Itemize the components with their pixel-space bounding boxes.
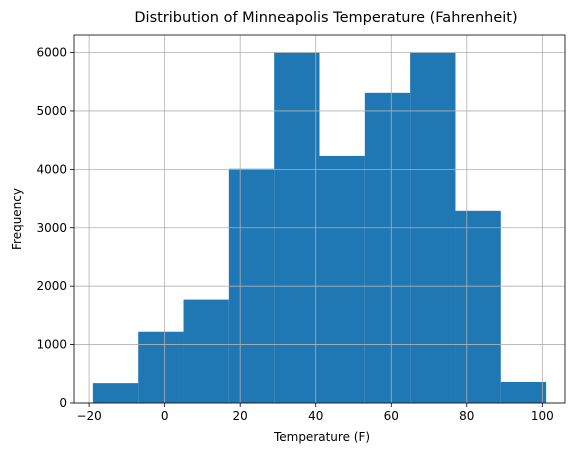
histogram-bar-9 — [500, 381, 547, 403]
plot-frame — [73, 34, 566, 404]
y-tick-label: 0 — [59, 396, 67, 410]
histogram-bar-2 — [183, 299, 229, 403]
y-tick-label: 1000 — [36, 338, 67, 352]
x-axis-label: Temperature (F) — [273, 430, 370, 444]
y-tick-label: 4000 — [36, 162, 67, 176]
histogram-bar-8 — [455, 210, 501, 403]
x-tick-label: 100 — [531, 409, 554, 423]
axes-frame — [73, 34, 566, 404]
x-tick-label: −20 — [76, 409, 101, 423]
x-tick-label: 40 — [308, 409, 323, 423]
x-tick-label: 20 — [233, 409, 248, 423]
y-tick-label: 6000 — [36, 46, 67, 60]
histogram-bar-0 — [92, 383, 139, 403]
y-tick-label: 3000 — [36, 221, 67, 235]
x-axis-ticks: −20 0 20 40 60 80 100 — [76, 403, 554, 423]
y-axis-ticks: 0 1000 2000 3000 4000 5000 6000 — [36, 46, 74, 410]
y-tick-label: 5000 — [36, 104, 67, 118]
y-tick-label: 2000 — [36, 279, 67, 293]
histogram-bar-6 — [364, 92, 411, 403]
histogram-bar-1 — [138, 331, 184, 403]
histogram-bar-5 — [319, 155, 365, 403]
chart-title: Distribution of Minneapolis Temperature … — [134, 10, 517, 26]
x-tick-label: 0 — [161, 409, 169, 423]
y-axis-label: Frequency — [10, 188, 24, 250]
x-tick-label: 80 — [459, 409, 474, 423]
x-tick-label: 60 — [384, 409, 399, 423]
bars-group — [74, 35, 565, 404]
